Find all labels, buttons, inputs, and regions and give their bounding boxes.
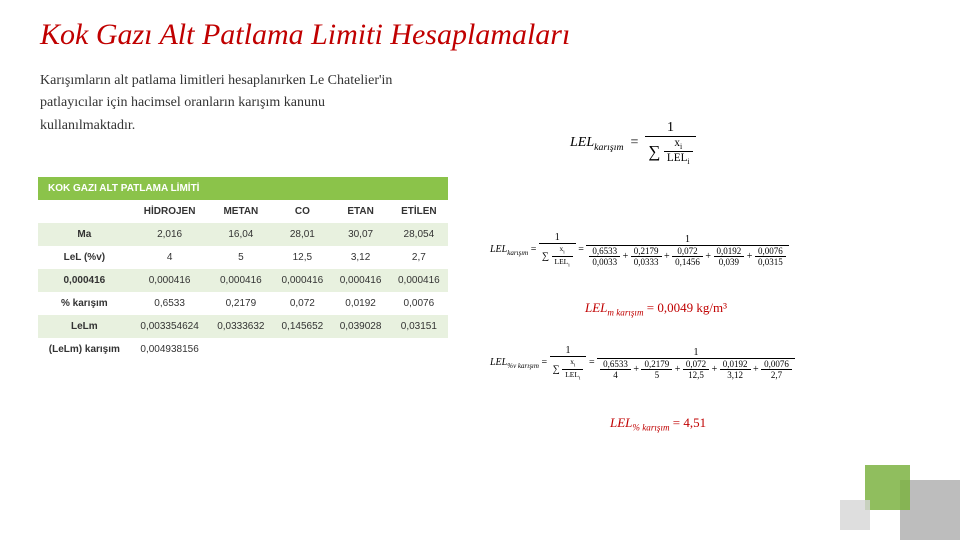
table-row: LeLm 0,0033546240,03336320,1456520,03902…: [38, 315, 448, 338]
table-title: KOK GAZI ALT PATLAMA LİMİTİ: [38, 177, 448, 200]
formula-lel-expanded-1: LELkarışım = 1 ∑ xi LELi = 10,65330,0033…: [490, 232, 789, 268]
col-header: ETİLEN: [390, 200, 448, 223]
page-title: Kok Gazı Alt Patlama Limiti Hesaplamalar…: [0, 0, 960, 52]
formula-lel-expanded-2: LEL%v karışım = 1 ∑ xi LELi = 10,65334 +…: [490, 345, 795, 381]
col-header: CO: [273, 200, 331, 223]
formula-result-1: LELm karışım = 0,0049 kg/m³: [585, 300, 727, 318]
table-header-row: HİDROJEN METAN CO ETAN ETİLEN: [38, 200, 448, 223]
table-row: LeL (%v) 4512,53,122,7: [38, 246, 448, 269]
table-row: % karışım 0,65330,21790,0720,01920,0076: [38, 292, 448, 315]
formula-lel-basic: LELkarışım = 1 ∑ xi LELi: [570, 120, 696, 166]
col-header: HİDROJEN: [131, 200, 209, 223]
intro-text: Karışımların alt patlama limitleri hesap…: [0, 52, 420, 137]
data-table: KOK GAZI ALT PATLAMA LİMİTİ HİDROJEN MET…: [38, 177, 448, 361]
formula-result-2: LEL% karışım = 4,51: [610, 415, 706, 433]
table-body: HİDROJEN METAN CO ETAN ETİLEN Ma 2,01616…: [38, 200, 448, 361]
table-row: (LeLm) karışım 0,004938156: [38, 338, 448, 361]
col-header: ETAN: [331, 200, 389, 223]
col-header: METAN: [208, 200, 273, 223]
decorative-squares: [820, 460, 960, 540]
table-row: Ma 2,01616,0428,0130,0728,054: [38, 223, 448, 246]
table-row: 0,000416 0,0004160,0004160,0004160,00041…: [38, 269, 448, 292]
